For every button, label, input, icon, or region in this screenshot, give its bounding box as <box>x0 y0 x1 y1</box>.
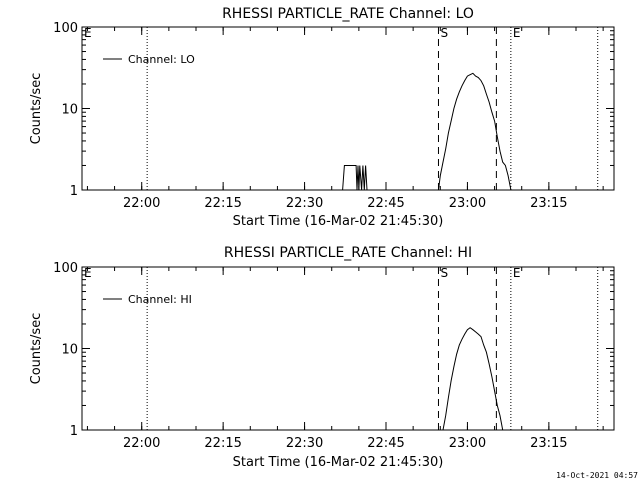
event-marker-label: E <box>513 26 521 40</box>
x-axis-label: Start Time (16-Mar-02 21:45:30) <box>233 214 444 229</box>
render-timestamp: 14-Oct-2021 04:57 <box>556 471 638 480</box>
y-axis-label: Counts/sec <box>29 313 44 385</box>
x-tick-label: 22:45 <box>367 196 404 211</box>
event-marker-label: E <box>84 266 92 280</box>
legend-label: Channel: LO <box>128 53 195 66</box>
y-tick-label: 1 <box>70 184 78 199</box>
series-line <box>442 327 504 431</box>
x-tick-label: 23:00 <box>449 196 486 211</box>
event-marker-label: E <box>513 266 521 280</box>
y-tick-label: 10 <box>61 343 78 358</box>
x-tick-label: 23:15 <box>530 436 567 451</box>
x-tick-label: 22:00 <box>123 436 160 451</box>
y-tick-label: 10 <box>61 103 78 118</box>
series-line <box>342 72 512 191</box>
chart-title: RHESSI PARTICLE_RATE Channel: HI <box>224 245 472 261</box>
x-tick-label: 22:15 <box>204 436 241 451</box>
event-marker-label: S <box>440 266 448 280</box>
y-tick-label: 1 <box>70 424 78 439</box>
y-tick-label: 100 <box>53 261 78 276</box>
hi-channel-panel: RHESSI PARTICLE_RATE Channel: HI 1 10 100 22… <box>29 245 615 470</box>
x-tick-label: 22:30 <box>286 196 323 211</box>
event-marker-label: E <box>84 26 92 40</box>
x-tick-label: 22:15 <box>204 196 241 211</box>
legend-label: Channel: HI <box>128 293 192 306</box>
event-marker-label: S <box>440 26 448 40</box>
x-tick-label: 22:00 <box>123 196 160 211</box>
plot-frame <box>81 266 615 431</box>
chart-title: RHESSI PARTICLE_RATE Channel: LO <box>222 6 474 22</box>
x-axis-label: Start Time (16-Mar-02 21:45:30) <box>233 455 444 470</box>
x-tick-label: 22:30 <box>286 436 323 451</box>
lo-channel-panel: RHESSI PARTICLE_RATE Channel: LO 1 10 100 22… <box>29 6 615 229</box>
y-axis-label: Counts/sec <box>29 73 44 145</box>
y-tick-label: 100 <box>53 21 78 36</box>
x-tick-label: 22:45 <box>367 436 404 451</box>
x-tick-label: 23:00 <box>449 436 486 451</box>
x-tick-label: 23:15 <box>530 196 567 211</box>
